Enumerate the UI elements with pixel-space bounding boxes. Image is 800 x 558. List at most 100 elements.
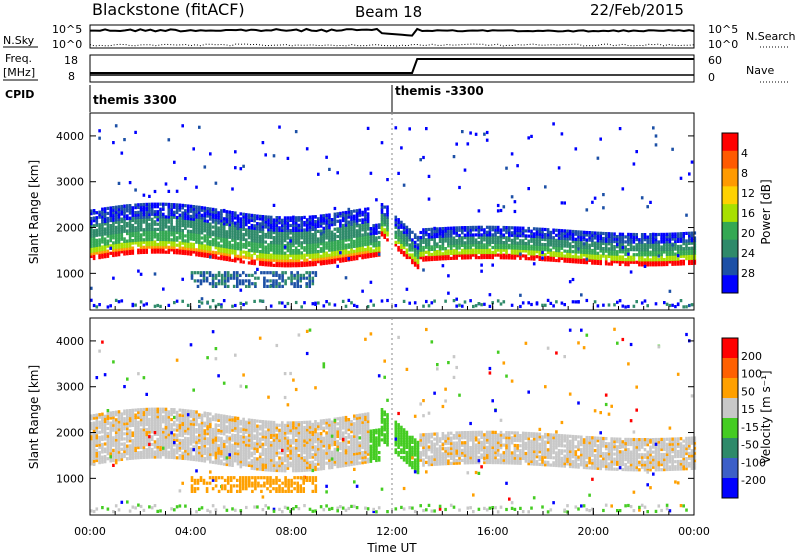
power-cell [472, 233, 475, 236]
power-cell [215, 282, 218, 285]
power-cell [187, 230, 190, 233]
velocity-cell [98, 431, 101, 434]
power-cell [134, 226, 137, 229]
velocity-cell [143, 509, 146, 512]
velocity-cell [98, 436, 101, 439]
velocity-cell [176, 423, 179, 426]
power-cell [204, 207, 207, 210]
power-cell [296, 282, 299, 285]
power-cell [386, 178, 389, 181]
power-cell [96, 216, 99, 219]
power-cell [151, 218, 154, 221]
velocity-cell [234, 434, 237, 437]
velocity-cell [112, 449, 115, 452]
power-cell [230, 277, 233, 280]
power-cell [572, 300, 575, 303]
velocity-cell [179, 414, 182, 417]
velocity-cell [162, 415, 165, 418]
velocity-cell [256, 457, 259, 460]
velocity-cell [96, 376, 99, 379]
power-cell [201, 214, 204, 217]
power-cell [370, 281, 373, 284]
power-cell [98, 223, 101, 226]
velocity-cell [129, 444, 132, 447]
velocity-cell [206, 437, 209, 440]
power-cell [608, 303, 611, 306]
power-cell [162, 213, 165, 216]
power-cell [159, 305, 162, 308]
power-cell [503, 241, 506, 244]
velocity-cell [179, 454, 182, 457]
velocity-cell [262, 508, 265, 511]
velocity-cell [118, 508, 121, 511]
power-cell [624, 235, 627, 238]
power-cell [170, 203, 173, 206]
power-cell [453, 299, 456, 302]
power-cell [201, 301, 204, 304]
power-cell [655, 302, 658, 305]
power-cell [630, 270, 633, 273]
power-cell [439, 229, 442, 232]
power-cell [239, 279, 242, 282]
power-cell [508, 254, 511, 257]
cpid-segment-2: themis -3300 [395, 84, 484, 98]
power-cell [500, 235, 503, 238]
power-cell [486, 131, 489, 134]
velocity-cell [115, 504, 118, 507]
power-cell [237, 242, 240, 245]
velocity-cell [262, 420, 265, 423]
power-cell [168, 226, 171, 229]
velocity-cell [256, 420, 259, 423]
power-cell [154, 203, 157, 206]
power-cell [295, 246, 298, 249]
power-cell [209, 223, 212, 226]
velocity-cell [104, 415, 107, 418]
velocity-cell [284, 396, 287, 399]
power-cell [217, 211, 220, 214]
power-cell [308, 277, 311, 280]
power-cell [198, 300, 201, 303]
power-cell [572, 255, 575, 258]
power-cell [170, 238, 173, 241]
velocity-cell [126, 445, 129, 448]
power-cell [635, 243, 638, 246]
power-cell [685, 239, 688, 242]
power-cell [599, 254, 602, 257]
power-cell [442, 227, 445, 230]
power-cell [104, 237, 107, 240]
power-cell [312, 277, 315, 280]
y-tick-label: 2000 [56, 222, 84, 235]
power-cell [98, 303, 101, 306]
power-cell [411, 238, 414, 241]
power-cell [522, 227, 525, 230]
power-cell [572, 278, 575, 281]
velocity-cell [156, 510, 159, 513]
power-cell [245, 251, 248, 254]
power-cell [525, 234, 528, 237]
power-cell [680, 232, 683, 235]
power-cell [263, 282, 266, 285]
velocity-cell [237, 450, 240, 453]
power-cell [289, 216, 292, 219]
power-cell [619, 255, 622, 258]
power-cell [236, 271, 239, 274]
velocity-cell [98, 413, 101, 416]
power-cell [248, 282, 251, 285]
power-cell [359, 209, 362, 212]
power-cell [422, 268, 425, 271]
velocity-cell [206, 509, 209, 512]
velocity-cell [126, 457, 129, 460]
velocity-cell [179, 424, 182, 427]
power-cell [383, 213, 386, 216]
power-cell [118, 300, 121, 303]
power-cell [156, 210, 159, 213]
velocity-cell [140, 505, 143, 508]
power-cell [300, 261, 303, 264]
power-cell [134, 131, 137, 134]
velocity-cell [220, 460, 223, 463]
power-cell [422, 228, 425, 231]
power-cell [312, 271, 315, 274]
power-cell [176, 216, 179, 219]
velocity-cell [151, 443, 154, 446]
power-cell [242, 165, 245, 168]
